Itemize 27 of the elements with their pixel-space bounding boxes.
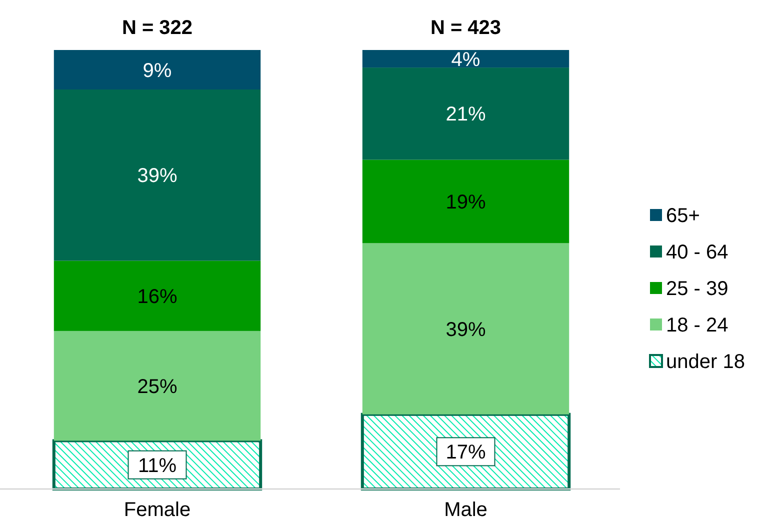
bar — [362, 50, 570, 68]
bar — [362, 160, 570, 244]
legend-label: under 18 — [666, 351, 745, 373]
data-label: 39% — [137, 165, 178, 188]
legend-label: 40 - 64 — [666, 242, 728, 264]
x-tick-label: Male — [444, 499, 488, 521]
data-label: 11% — [138, 454, 177, 477]
data-label: 25% — [137, 376, 178, 398]
bar — [54, 330, 261, 441]
data-label: 21% — [446, 104, 486, 126]
bar — [362, 68, 570, 160]
bar — [362, 243, 570, 414]
legend-label: 18 - 24 — [666, 314, 728, 336]
data-label: 39% — [446, 318, 486, 341]
legend-label: 65+ — [666, 205, 700, 227]
legend-label: 25 - 39 — [666, 278, 728, 300]
annotation: N = 423 — [430, 17, 502, 39]
bar — [54, 90, 261, 261]
bar — [54, 50, 261, 90]
data-label: 19% — [446, 191, 486, 214]
data-label: 4% — [451, 48, 480, 71]
data-label: 9% — [142, 60, 172, 82]
data-label: 17% — [446, 442, 486, 464]
annotation: N = 322 — [122, 17, 193, 39]
bar — [54, 260, 261, 331]
x-tick-label: Female — [124, 499, 191, 521]
data-label: 16% — [137, 286, 178, 308]
